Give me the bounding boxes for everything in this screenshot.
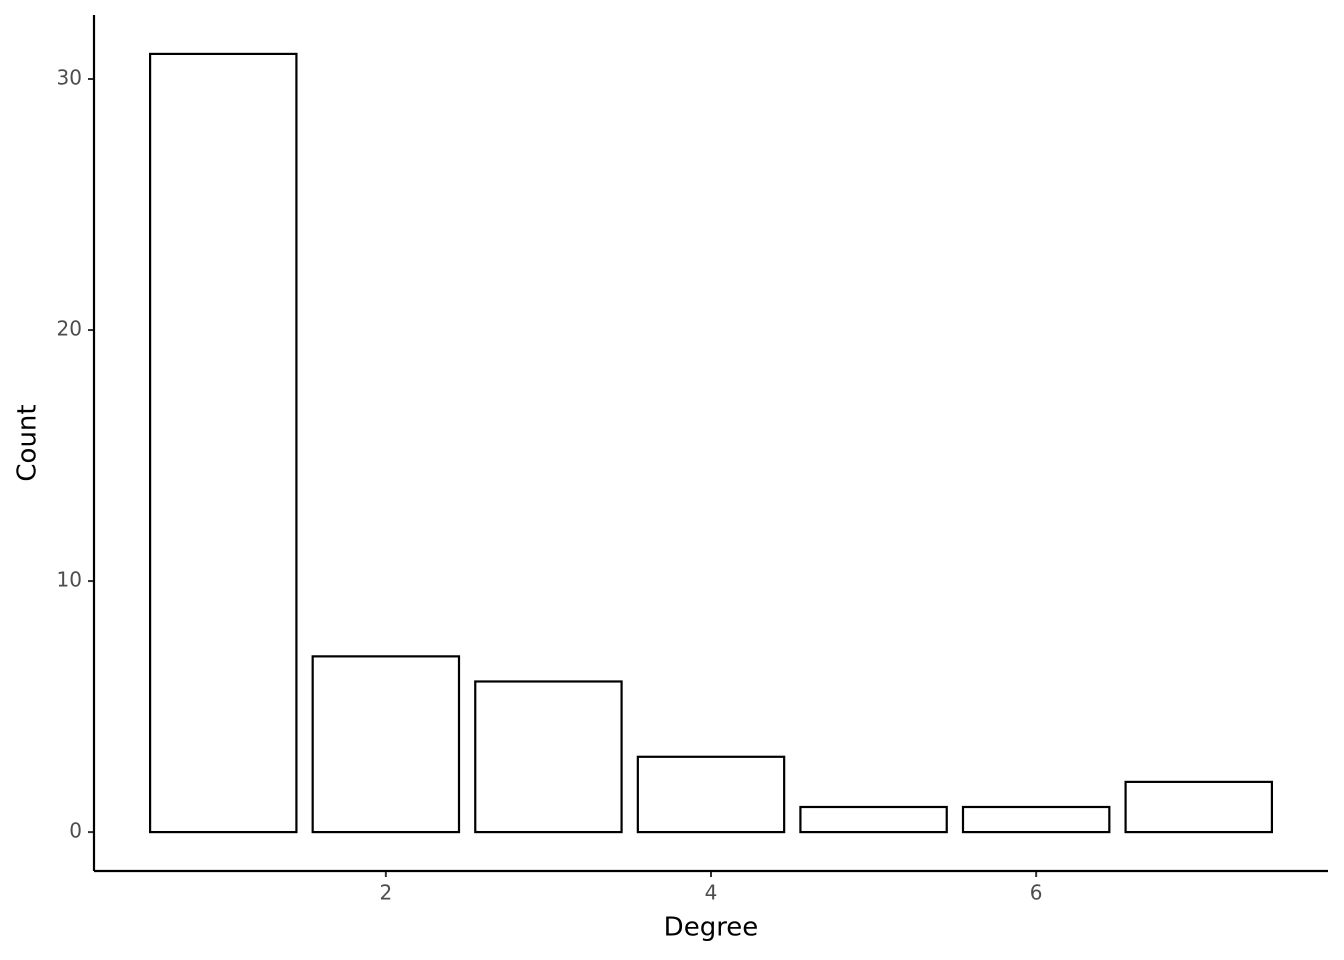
y-tick-label: 20 (57, 317, 82, 341)
x-axis-title: Degree (664, 913, 759, 943)
bar (636, 755, 786, 834)
y-axis-title: Count (13, 404, 43, 481)
x-tick-label: 6 (1030, 881, 1043, 905)
y-tick-label: 30 (57, 66, 82, 90)
bar (799, 805, 948, 834)
x-tick-label: 4 (705, 881, 718, 905)
bar (474, 680, 623, 834)
bar (311, 655, 461, 834)
bar (148, 52, 298, 834)
y-tick-label: 0 (69, 819, 82, 843)
bar (1124, 780, 1274, 834)
y-tick-label: 10 (57, 568, 82, 592)
x-tick-label: 2 (379, 881, 392, 905)
bar (961, 805, 1111, 834)
